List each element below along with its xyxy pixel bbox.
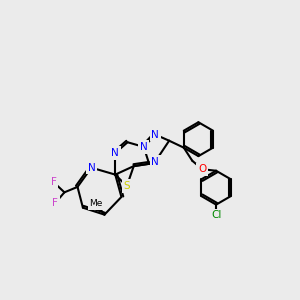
Text: O: O xyxy=(198,164,206,174)
Text: S: S xyxy=(124,181,130,191)
Text: N: N xyxy=(152,130,159,140)
Text: N: N xyxy=(111,148,119,158)
Text: Cl: Cl xyxy=(211,210,221,220)
Text: F: F xyxy=(52,198,58,208)
Text: N: N xyxy=(140,142,148,152)
Text: N: N xyxy=(88,163,95,173)
Text: F: F xyxy=(51,177,57,187)
Text: Me: Me xyxy=(89,200,103,208)
Text: N: N xyxy=(152,157,159,166)
